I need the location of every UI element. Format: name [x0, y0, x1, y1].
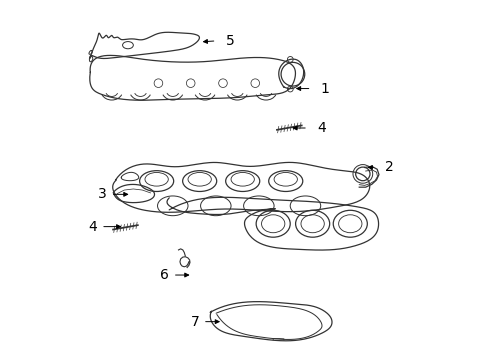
Text: 2: 2 [385, 161, 393, 175]
Text: 4: 4 [88, 220, 97, 234]
Text: 5: 5 [225, 34, 234, 48]
Text: 4: 4 [317, 121, 325, 135]
Text: 7: 7 [190, 315, 199, 329]
Text: 3: 3 [98, 187, 107, 201]
Text: 6: 6 [160, 268, 169, 282]
Text: 1: 1 [320, 82, 329, 95]
